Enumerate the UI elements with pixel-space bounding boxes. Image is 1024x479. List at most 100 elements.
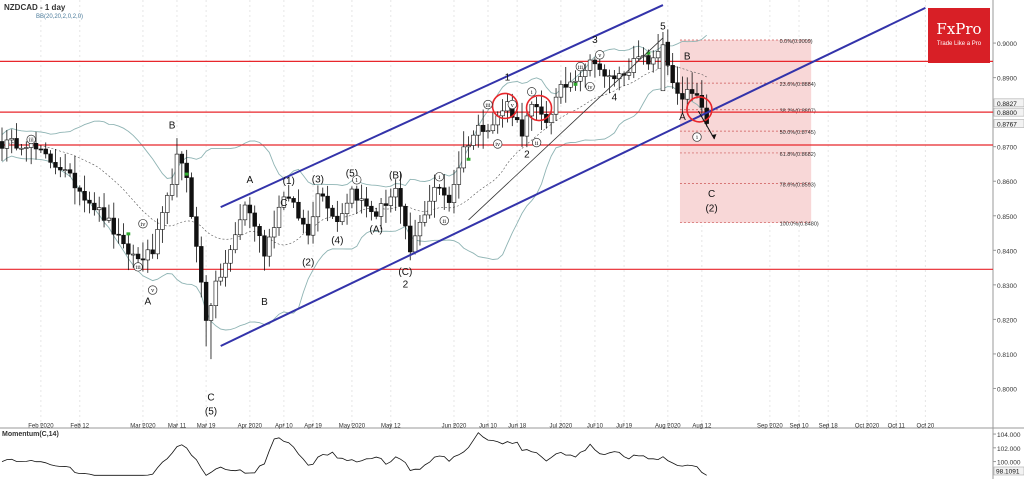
candle-body	[665, 41, 671, 66]
candle-body	[169, 184, 175, 196]
candle-body	[325, 195, 330, 209]
subwave-label: iii	[29, 138, 35, 144]
subwave-label: iii	[578, 65, 584, 71]
candle-body	[607, 75, 612, 78]
highlight-circle	[686, 96, 713, 123]
candle-body	[646, 55, 651, 65]
candle-body	[660, 44, 666, 92]
time-tick-label: Jun 18	[508, 424, 527, 430]
wave-label: (5)	[346, 168, 358, 179]
candle-body	[529, 104, 534, 117]
candle-body	[9, 138, 14, 141]
candle-body	[344, 202, 350, 214]
fxpro-logo: FxPro Trade Like a Pro	[928, 8, 990, 63]
subwave-label: v	[510, 103, 515, 109]
candle-body	[568, 81, 573, 88]
price-tag	[993, 107, 1024, 117]
candle-body	[14, 138, 19, 149]
candle-body	[262, 235, 267, 257]
candle-body	[471, 134, 476, 146]
wave-label: 2	[524, 150, 530, 161]
candle-body	[427, 200, 432, 216]
candle-body	[228, 249, 233, 264]
subwave-marker	[585, 81, 595, 92]
candle-body	[106, 217, 112, 221]
price-tick-label: 0.8300	[997, 283, 1017, 290]
candle-body	[704, 107, 709, 124]
subwave-marker	[138, 219, 148, 229]
candle-body	[48, 153, 53, 163]
time-tick-label: Mar 2020	[130, 424, 156, 430]
candle-body	[383, 203, 389, 206]
candle-body	[203, 281, 209, 321]
time-tick-label: Aug 12	[692, 424, 712, 430]
candle-body	[514, 117, 520, 121]
subwave-label: iii	[485, 103, 491, 109]
candle-body	[339, 213, 345, 223]
candle-body	[349, 188, 355, 204]
candles	[0, 29, 709, 360]
candle-body	[286, 196, 291, 199]
candle-body	[485, 130, 491, 133]
momentum-title: Momentum(C,14)	[2, 431, 59, 438]
candle-body	[271, 227, 277, 238]
candle-body	[388, 196, 393, 206]
candle-body	[548, 113, 554, 123]
candle-body	[53, 162, 58, 168]
signal-candle	[466, 157, 471, 161]
wave-label: A	[679, 112, 686, 123]
candle-body	[446, 194, 452, 203]
candle-body	[655, 51, 661, 59]
subwave-marker	[692, 132, 702, 142]
bb-lower	[1, 86, 708, 331]
candle-body	[699, 95, 705, 108]
time-tick-label: Oct 11	[888, 424, 906, 430]
candle-body	[330, 207, 335, 217]
wave-label: 3	[592, 35, 598, 46]
price-tag-label: 0.8827	[997, 101, 1017, 108]
candle-body	[111, 217, 116, 235]
candle-body	[456, 167, 462, 185]
candle-body	[62, 169, 68, 172]
bollinger-label: BB(20,20,2,0,2,0)	[36, 14, 84, 20]
candle-body	[242, 204, 248, 221]
candle-body	[310, 216, 316, 236]
candle-body	[0, 141, 5, 149]
time-tick-label: May 2020	[339, 424, 366, 430]
price-tick-label: 0.8900	[997, 76, 1017, 83]
candle-body	[582, 70, 588, 77]
candle-body	[408, 225, 413, 253]
wave-label: A	[144, 297, 151, 308]
candle-body	[87, 199, 92, 204]
fib-label: 78.6%(0.8593)	[780, 183, 816, 189]
candle-body	[72, 172, 78, 189]
candle-body	[276, 206, 282, 228]
candle-body	[685, 89, 690, 100]
projection-arrow-line	[698, 110, 715, 140]
candle-body	[184, 162, 189, 178]
candle-body	[301, 217, 306, 225]
candle-body	[393, 188, 398, 198]
candle-body	[237, 219, 243, 236]
candle-body	[165, 195, 170, 213]
time-tick-label: Oct 20	[917, 424, 935, 430]
candle-body	[374, 211, 379, 217]
candle-body	[233, 234, 238, 251]
candle-body	[43, 148, 48, 155]
candle-body	[359, 198, 364, 201]
time-tick-label: Mar 19	[197, 424, 216, 430]
channel-upper-line	[220, 4, 664, 209]
time-tick-label: Feb 2020	[28, 424, 54, 430]
subwave-label: ii	[442, 219, 446, 225]
wave-trendline	[468, 37, 664, 221]
candle-body	[223, 262, 228, 278]
wave-label: (1)	[283, 176, 295, 187]
subwave-label: i	[531, 90, 533, 96]
wave-label: B	[169, 121, 176, 132]
candle-body	[519, 119, 525, 137]
candle-body	[432, 186, 437, 202]
price-tick-label: 0.8500	[997, 214, 1017, 221]
fib-label: 61.8%(0.8682)	[780, 152, 816, 158]
candle-body	[553, 96, 559, 115]
candle-body	[131, 253, 136, 256]
